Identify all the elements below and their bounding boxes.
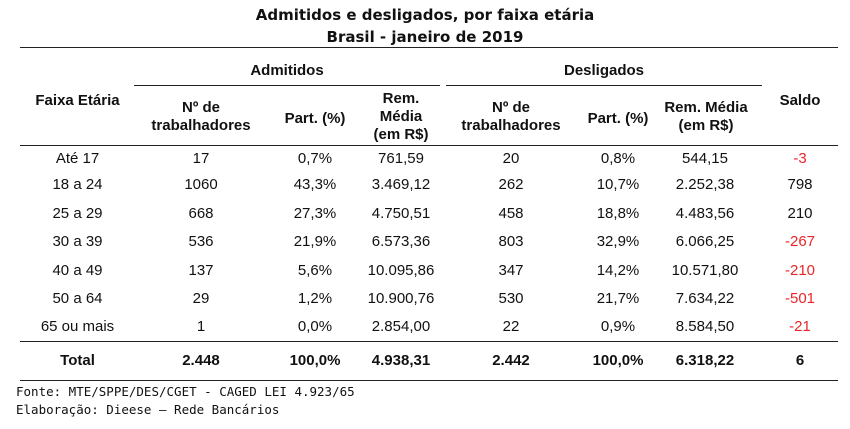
header-des-part: Part. (%) — [587, 110, 649, 127]
header-admitidos: Admitidos — [250, 62, 324, 79]
cell-adm-part: 43,3% — [293, 176, 337, 193]
header-adm-n-line1: Nº de — [182, 99, 220, 116]
total-adm-n: 2.448 — [182, 352, 220, 369]
header-bottom-rule — [20, 145, 838, 146]
cell-des-rem: 544,15 — [682, 150, 728, 167]
group-rule-admitidos — [134, 85, 440, 86]
header-adm-rem-media: Rem. Média (em R$) — [356, 90, 446, 144]
total-top-rule — [20, 341, 838, 342]
cell-adm-part: 5,6% — [297, 262, 333, 279]
cell-adm-n: 17 — [192, 150, 210, 167]
group-rule-desligados — [446, 85, 762, 86]
cell-des-n: 803 — [498, 233, 524, 250]
cell-adm-rem: 10.900,76 — [367, 290, 435, 307]
cell-adm-rem: 10.095,86 — [367, 262, 435, 279]
cell-adm-rem: 4.750,51 — [371, 205, 431, 222]
cell-saldo: -210 — [784, 262, 816, 279]
cell-saldo: -267 — [784, 233, 816, 250]
cell-saldo: 798 — [787, 176, 813, 193]
cell-adm-n: 137 — [188, 262, 214, 279]
cell-saldo: -501 — [784, 290, 816, 307]
cell-des-n: 347 — [498, 262, 524, 279]
cell-des-part: 18,8% — [596, 205, 640, 222]
cell-faixa: Até 17 — [55, 150, 100, 167]
cell-adm-part: 0,0% — [297, 318, 333, 335]
header-des-rem-line2: (em R$) — [678, 117, 734, 134]
top-rule — [20, 47, 838, 48]
cell-adm-n: 668 — [188, 205, 214, 222]
header-adm-rem-line2: Média — [379, 108, 423, 125]
cell-faixa: 18 a 24 — [52, 176, 103, 193]
cell-adm-part: 21,9% — [293, 233, 337, 250]
total-bottom-rule — [20, 380, 838, 381]
cell-adm-part: 1,2% — [297, 290, 333, 307]
cell-des-n: 530 — [498, 290, 524, 307]
cell-des-n: 20 — [502, 150, 520, 167]
source-note: Fonte: MTE/SPPE/DES/CGET - CAGED LEI 4.9… — [16, 384, 355, 399]
cell-des-rem: 10.571,80 — [671, 262, 739, 279]
total-adm-rem: 4.938,31 — [371, 352, 431, 369]
cell-des-part: 32,9% — [596, 233, 640, 250]
header-adm-n-trabalhadores: Nº de trabalhadores — [136, 99, 266, 135]
cell-adm-n: 1 — [196, 318, 206, 335]
cell-adm-part: 27,3% — [293, 205, 337, 222]
header-saldo: Saldo — [779, 92, 821, 109]
cell-des-n: 262 — [498, 176, 524, 193]
elaboration-note: Elaboração: Dieese – Rede Bancários — [16, 402, 280, 417]
cell-adm-n: 536 — [188, 233, 214, 250]
header-des-n-line2: trabalhadores — [461, 117, 561, 134]
cell-des-n: 22 — [502, 318, 520, 335]
cell-des-n: 458 — [498, 205, 524, 222]
cell-saldo: -3 — [793, 150, 807, 167]
table-subtitle: Brasil - janeiro de 2019 — [326, 28, 524, 46]
cell-faixa: 30 a 39 — [52, 233, 103, 250]
total-adm-part: 100,0% — [289, 352, 341, 369]
header-adm-part: Part. (%) — [284, 110, 346, 127]
total-des-rem: 6.318,22 — [675, 352, 735, 369]
header-adm-n-line2: trabalhadores — [151, 117, 251, 134]
cell-adm-rem: 2.854,00 — [371, 318, 431, 335]
header-faixa-etaria: Faixa Etária — [35, 92, 120, 109]
cell-des-part: 14,2% — [596, 262, 640, 279]
cell-des-rem: 6.066,25 — [675, 233, 735, 250]
header-adm-rem-line3: (em R$) — [373, 126, 429, 143]
cell-des-rem: 8.584,50 — [675, 318, 735, 335]
cell-faixa: 40 a 49 — [52, 262, 103, 279]
cell-saldo: 210 — [787, 205, 813, 222]
cell-adm-rem: 3.469,12 — [371, 176, 431, 193]
header-adm-rem-line1: Rem. — [382, 90, 420, 107]
cell-adm-rem: 761,59 — [378, 150, 424, 167]
cell-faixa: 50 a 64 — [52, 290, 103, 307]
cell-des-rem: 4.483,56 — [675, 205, 735, 222]
header-des-rem-line1: Rem. Média — [664, 99, 748, 116]
cell-des-rem: 2.252,38 — [675, 176, 735, 193]
total-label: Total — [60, 352, 95, 369]
header-des-n-trabalhadores: Nº de trabalhadores — [446, 99, 576, 135]
table-title: Admitidos e desligados, por faixa etária — [255, 6, 595, 24]
cell-faixa: 65 ou mais — [40, 318, 115, 335]
header-des-n-line1: Nº de — [492, 99, 530, 116]
total-saldo: 6 — [795, 352, 805, 369]
cell-des-part: 21,7% — [596, 290, 640, 307]
header-des-rem-media: Rem. Média (em R$) — [650, 99, 762, 135]
cell-adm-part: 0,7% — [297, 150, 333, 167]
cell-saldo: -21 — [789, 318, 811, 335]
total-des-part: 100,0% — [592, 352, 644, 369]
header-desligados: Desligados — [563, 62, 645, 79]
cell-des-part: 0,8% — [600, 150, 636, 167]
cell-adm-n: 29 — [192, 290, 210, 307]
cell-faixa: 25 a 29 — [52, 205, 103, 222]
cell-des-part: 10,7% — [596, 176, 640, 193]
total-des-n: 2.442 — [492, 352, 530, 369]
cell-adm-rem: 6.573,36 — [371, 233, 431, 250]
cell-des-part: 0,9% — [600, 318, 636, 335]
cell-adm-n: 1060 — [184, 176, 218, 193]
cell-des-rem: 7.634,22 — [675, 290, 735, 307]
